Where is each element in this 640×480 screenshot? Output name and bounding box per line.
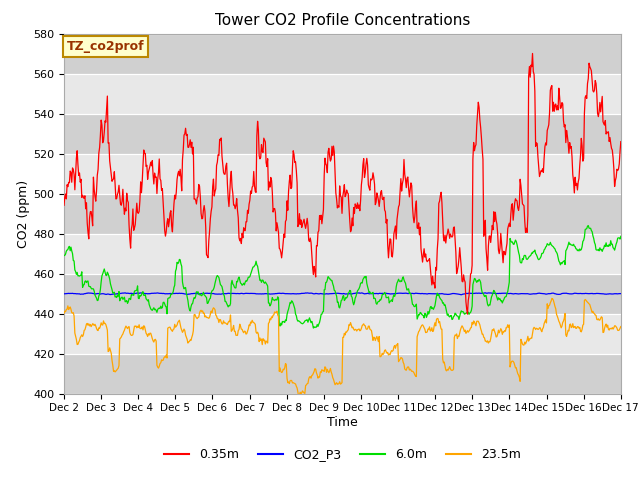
Bar <box>64 73 621 114</box>
Y-axis label: CO2 (ppm): CO2 (ppm) <box>17 180 30 248</box>
Bar <box>64 274 621 313</box>
Legend: 0.35m, CO2_P3, 6.0m, 23.5m: 0.35m, CO2_P3, 6.0m, 23.5m <box>159 443 525 466</box>
Bar <box>64 34 621 73</box>
Bar <box>64 154 621 193</box>
Title: Tower CO2 Profile Concentrations: Tower CO2 Profile Concentrations <box>214 13 470 28</box>
Bar <box>64 234 621 274</box>
Bar <box>64 354 621 394</box>
Text: TZ_co2prof: TZ_co2prof <box>67 40 145 53</box>
Bar <box>64 114 621 154</box>
Bar <box>64 193 621 234</box>
X-axis label: Time: Time <box>327 416 358 429</box>
Bar <box>64 313 621 354</box>
